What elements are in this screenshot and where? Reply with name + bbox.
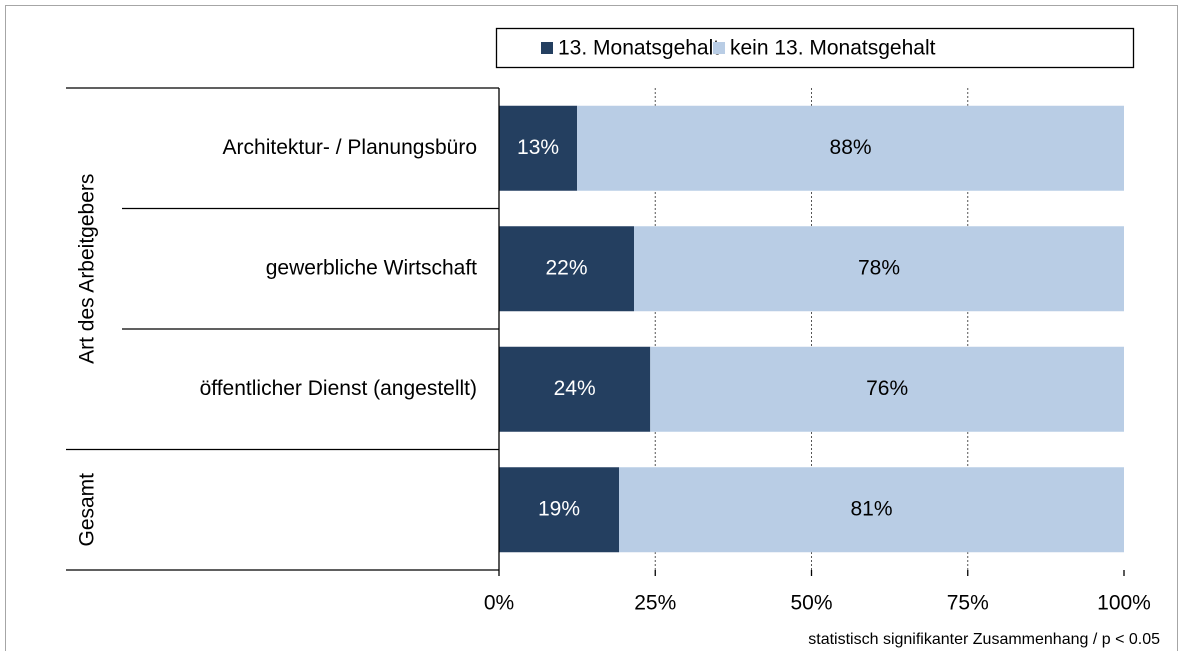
x-tick-label: 0% <box>484 592 514 615</box>
legend-swatch <box>541 42 553 54</box>
group-label: Art des Arbeitgebers <box>76 174 99 364</box>
legend-swatch <box>713 42 725 54</box>
bar-label: 19% <box>538 497 580 520</box>
bar-label: 81% <box>850 497 892 520</box>
x-tick-label: 100% <box>1097 592 1151 615</box>
group-label: Gesamt <box>76 473 99 547</box>
bar <box>499 105 578 191</box>
bar <box>619 467 1124 553</box>
bar-label: 24% <box>554 377 596 400</box>
category-label: öffentlicher Dienst (angestellt) <box>200 377 477 400</box>
legend-label: kein 13. Monatsgehalt <box>730 37 936 60</box>
bar <box>499 346 651 432</box>
x-tick-label: 75% <box>947 592 989 615</box>
bar-label: 78% <box>858 256 900 279</box>
footnote: statistisch signifikanter Zusammenhang /… <box>808 631 1160 648</box>
bar <box>499 467 619 553</box>
x-tick-label: 50% <box>790 592 832 615</box>
bar <box>634 226 1124 312</box>
bar <box>577 105 1124 191</box>
legend-label: 13. Monatsgehalt <box>558 37 719 60</box>
bar-label: 13% <box>517 136 559 159</box>
bar <box>650 346 1124 432</box>
category-label: gewerbliche Wirtschaft <box>266 256 477 279</box>
chart-border <box>5 5 1178 651</box>
category-label: Architektur- / Planungsbüro <box>223 136 477 159</box>
bar <box>499 226 634 312</box>
bar-label: 76% <box>866 377 908 400</box>
bar-label: 22% <box>545 256 587 279</box>
x-tick-label: 25% <box>634 592 676 615</box>
bar-label: 88% <box>830 136 872 159</box>
legend-box <box>495 27 1135 69</box>
